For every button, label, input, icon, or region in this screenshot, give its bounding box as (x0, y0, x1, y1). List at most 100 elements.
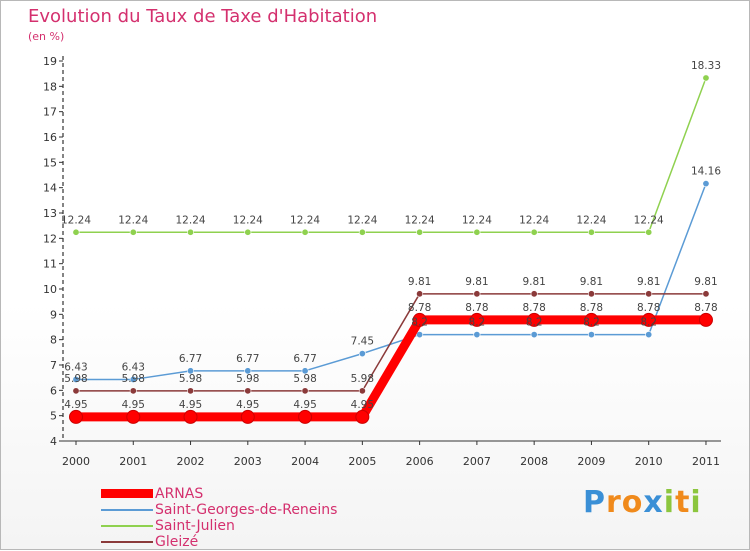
data-point-saint-julien (358, 228, 366, 236)
data-point-gleize (416, 290, 424, 298)
data-label-arnas: 8.78 (522, 302, 545, 314)
data-point-gleize (530, 290, 538, 298)
y-tick-label: 10 (43, 283, 57, 296)
y-tick-label: 16 (43, 131, 57, 144)
data-point-saint-julien (587, 228, 595, 236)
legend-label-saint-georges-de-reneins: Saint-Georges-de-Reneins (155, 502, 338, 518)
data-label-saint-georges-de-reneins: 8.2 (583, 317, 600, 329)
data-point-saint-julien (416, 228, 424, 236)
data-point-saint-georges-de-reneins (244, 367, 252, 375)
series-line-arnas (71, 315, 711, 422)
data-label-saint-julien: 12.24 (634, 214, 664, 226)
series-line-saint-julien (75, 77, 707, 234)
data-point-arnas (298, 409, 313, 424)
data-label-saint-georges-de-reneins: 6.43 (64, 361, 87, 373)
data-label-gleize: 5.98 (64, 373, 87, 385)
data-label-gleize: 9.81 (637, 276, 660, 288)
data-point-gleize (587, 290, 595, 298)
logo-letter: P (583, 485, 606, 520)
legend-swatch-gleize (101, 541, 153, 543)
legend-swatch-saint-julien (101, 525, 153, 527)
data-label-gleize: 5.98 (236, 373, 259, 385)
data-label-saint-georges-de-reneins: 14.16 (691, 166, 721, 178)
logo-letter: t (675, 485, 691, 520)
data-label-saint-julien: 12.24 (61, 214, 91, 226)
data-label-saint-julien: 12.24 (462, 214, 492, 226)
data-label-gleize: 5.98 (122, 373, 145, 385)
data-point-saint-georges-de-reneins (358, 350, 366, 358)
data-point-saint-georges-de-reneins (587, 331, 595, 339)
data-point-saint-georges-de-reneins (416, 331, 424, 339)
data-point-saint-julien (473, 228, 481, 236)
data-label-arnas: 4.95 (179, 399, 202, 411)
legend-swatch-arnas (101, 489, 153, 498)
data-label-gleize: 9.81 (522, 276, 545, 288)
data-point-saint-julien (645, 228, 653, 236)
data-label-gleize: 9.81 (408, 276, 431, 288)
data-point-gleize (473, 290, 481, 298)
data-point-arnas (240, 409, 255, 424)
x-tick-label: 2007 (463, 455, 491, 468)
data-label-arnas: 8.78 (465, 302, 488, 314)
data-label-arnas: 8.78 (580, 302, 603, 314)
data-point-arnas (641, 312, 656, 327)
data-label-arnas: 4.95 (64, 399, 87, 411)
y-axis-unit-label: (en %) (28, 30, 65, 43)
x-tick-label: 2008 (520, 455, 548, 468)
data-label-saint-julien: 12.24 (519, 214, 549, 226)
data-point-arnas (412, 312, 427, 327)
data-point-arnas (527, 312, 542, 327)
data-label-gleize: 9.81 (694, 276, 717, 288)
data-label-arnas: 4.95 (293, 399, 316, 411)
legend-label-arnas: ARNAS (155, 486, 204, 502)
data-point-saint-julien (530, 228, 538, 236)
data-label-saint-georges-de-reneins: 6.77 (293, 353, 316, 365)
data-point-gleize (358, 387, 366, 395)
data-point-saint-georges-de-reneins (129, 375, 137, 383)
y-tick-label: 9 (50, 308, 57, 321)
data-point-saint-julien (187, 228, 195, 236)
x-tick-label: 2001 (119, 455, 147, 468)
data-point-saint-georges-de-reneins (473, 331, 481, 339)
data-point-saint-julien (702, 74, 710, 82)
data-label-saint-georges-de-reneins: 8.2 (526, 317, 543, 329)
data-label-saint-georges-de-reneins: 6.43 (122, 361, 145, 373)
data-label-gleize: 9.81 (580, 276, 603, 288)
x-tick-label: 2006 (406, 455, 434, 468)
data-point-arnas (355, 409, 370, 424)
data-point-gleize (645, 290, 653, 298)
logo-letter: r (606, 485, 622, 520)
data-point-arnas (698, 312, 713, 327)
legend-swatch-saint-georges-de-reneins (101, 509, 153, 511)
data-point-gleize (187, 387, 195, 395)
data-label-gleize: 5.98 (293, 373, 316, 385)
y-tick-label: 18 (43, 80, 57, 93)
data-label-saint-julien: 18.33 (691, 60, 721, 72)
data-label-arnas: 4.95 (122, 399, 145, 411)
proxiti-logo: Proxiti (583, 485, 702, 520)
data-point-arnas (69, 409, 83, 424)
data-point-gleize (129, 387, 137, 395)
x-tick-label: 2003 (234, 455, 262, 468)
data-label-gleize: 9.81 (465, 276, 488, 288)
data-label-saint-georges-de-reneins: 8.2 (640, 317, 657, 329)
data-label-arnas: 8.78 (637, 302, 660, 314)
data-label-saint-georges-de-reneins: 6.77 (179, 353, 202, 365)
y-tick-label: 17 (43, 106, 57, 119)
data-point-saint-julien (129, 228, 137, 236)
x-tick-label: 2002 (177, 455, 205, 468)
x-tick-label: 2010 (635, 455, 663, 468)
logo-letter: i (690, 485, 702, 520)
y-tick-label: 11 (43, 258, 57, 271)
data-label-saint-georges-de-reneins: 8.2 (411, 317, 428, 329)
x-tick-label: 2011 (692, 455, 720, 468)
data-point-saint-georges-de-reneins (301, 367, 309, 375)
y-tick-label: 14 (43, 182, 57, 195)
data-label-saint-georges-de-reneins: 7.45 (351, 336, 374, 348)
y-tick-label: 15 (43, 156, 57, 169)
y-tick-label: 4 (50, 435, 57, 448)
data-point-saint-julien (244, 228, 252, 236)
y-tick-label: 13 (43, 207, 57, 220)
